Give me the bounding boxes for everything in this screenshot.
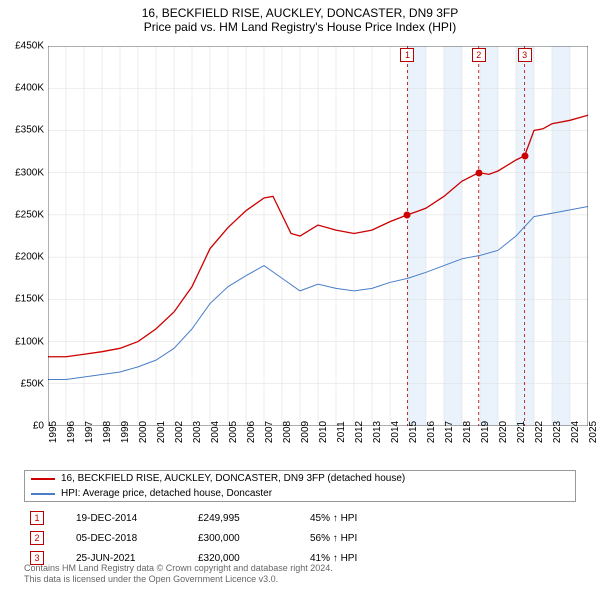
title-block: 16, BECKFIELD RISE, AUCKLEY, DONCASTER, …	[0, 0, 600, 34]
x-tick-label: 2003	[192, 421, 203, 443]
x-tick-label: 2024	[570, 421, 581, 443]
legend-swatch	[31, 478, 55, 480]
event-date: 19-DEC-2014	[76, 513, 166, 524]
y-tick-label: £250K	[15, 209, 44, 220]
x-tick-label: 2010	[318, 421, 329, 443]
x-tick-label: 2017	[444, 421, 455, 443]
y-tick-label: £300K	[15, 167, 44, 178]
x-tick-label: 2008	[282, 421, 293, 443]
data-point-dot	[404, 211, 411, 218]
chart-container: 16, BECKFIELD RISE, AUCKLEY, DONCASTER, …	[0, 0, 600, 590]
event-row: 2 05-DEC-2018 £300,000 56% ↑ HPI	[24, 528, 576, 548]
chart-subtitle: Price paid vs. HM Land Registry's House …	[0, 20, 600, 34]
x-tick-label: 2014	[390, 421, 401, 443]
x-tick-label: 1999	[120, 421, 131, 443]
data-point-dot	[521, 152, 528, 159]
x-tick-label: 2023	[552, 421, 563, 443]
x-tick-label: 2013	[372, 421, 383, 443]
y-tick-label: £400K	[15, 83, 44, 94]
x-tick-label: 2019	[480, 421, 491, 443]
x-tick-label: 2001	[156, 421, 167, 443]
x-tick-label: 1996	[66, 421, 77, 443]
x-tick-label: 2006	[246, 421, 257, 443]
y-tick-label: £50K	[21, 378, 44, 389]
chart-marker-1: 1	[400, 48, 414, 62]
legend-label: HPI: Average price, detached house, Donc…	[61, 488, 272, 499]
x-tick-label: 2000	[138, 421, 149, 443]
x-tick-label: 2004	[210, 421, 221, 443]
footer-text: Contains HM Land Registry data © Crown c…	[24, 563, 333, 586]
event-price: £300,000	[198, 533, 278, 544]
chart-area: 1 2 3	[48, 46, 588, 426]
event-row: 1 19-DEC-2014 £249,995 45% ↑ HPI	[24, 508, 576, 528]
event-pct: 56% ↑ HPI	[310, 533, 390, 544]
event-marker-icon: 1	[30, 511, 44, 525]
chart-marker-3: 3	[518, 48, 532, 62]
x-tick-label: 2012	[354, 421, 365, 443]
x-tick-label: 2007	[264, 421, 275, 443]
x-tick-label: 2022	[534, 421, 545, 443]
x-tick-label: 2016	[426, 421, 437, 443]
x-tick-label: 2025	[588, 421, 599, 443]
y-axis: £0£50K£100K£150K£200K£250K£300K£350K£400…	[0, 46, 48, 426]
legend-row: 16, BECKFIELD RISE, AUCKLEY, DONCASTER, …	[25, 471, 575, 486]
event-date: 05-DEC-2018	[76, 533, 166, 544]
x-tick-label: 1995	[48, 421, 59, 443]
event-price: £249,995	[198, 513, 278, 524]
x-tick-label: 2005	[228, 421, 239, 443]
footer-line2: This data is licensed under the Open Gov…	[24, 574, 333, 586]
x-tick-label: 2020	[498, 421, 509, 443]
data-point-dot	[475, 169, 482, 176]
x-tick-label: 2002	[174, 421, 185, 443]
event-marker-icon: 2	[30, 531, 44, 545]
footer-line1: Contains HM Land Registry data © Crown c…	[24, 563, 333, 575]
x-tick-label: 2009	[300, 421, 311, 443]
events-table: 1 19-DEC-2014 £249,995 45% ↑ HPI 2 05-DEC-201…	[24, 508, 576, 568]
plot-svg	[48, 46, 588, 426]
y-tick-label: £150K	[15, 294, 44, 305]
x-tick-label: 1998	[102, 421, 113, 443]
x-tick-label: 2015	[408, 421, 419, 443]
chart-title: 16, BECKFIELD RISE, AUCKLEY, DONCASTER, …	[0, 6, 600, 20]
legend-box: 16, BECKFIELD RISE, AUCKLEY, DONCASTER, …	[24, 470, 576, 502]
y-tick-label: £450K	[15, 41, 44, 52]
x-tick-label: 1997	[84, 421, 95, 443]
x-tick-label: 2011	[336, 421, 347, 443]
legend-label: 16, BECKFIELD RISE, AUCKLEY, DONCASTER, …	[61, 473, 405, 484]
x-tick-label: 2021	[516, 421, 527, 443]
y-tick-label: £200K	[15, 252, 44, 263]
x-axis: 1995199619971998199920002001200220032004…	[48, 426, 588, 466]
legend-swatch	[31, 493, 55, 495]
chart-marker-2: 2	[472, 48, 486, 62]
y-tick-label: £100K	[15, 336, 44, 347]
y-tick-label: £0	[33, 421, 44, 432]
legend-row: HPI: Average price, detached house, Donc…	[25, 486, 575, 501]
event-pct: 45% ↑ HPI	[310, 513, 390, 524]
y-tick-label: £350K	[15, 125, 44, 136]
x-tick-label: 2018	[462, 421, 473, 443]
